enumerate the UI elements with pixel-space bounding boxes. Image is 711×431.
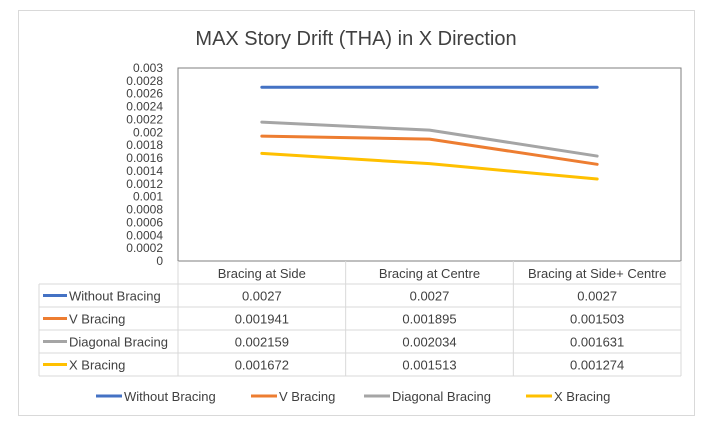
y-tick-label: 0	[156, 254, 163, 268]
chart-title: MAX Story Drift (THA) in X Direction	[195, 28, 516, 50]
plot-area	[177, 67, 682, 262]
table-cell-value: 0.0027	[410, 289, 450, 304]
series-line	[260, 120, 599, 158]
y-tick-label: 0.0028	[126, 74, 163, 88]
table-cell-value: 0.001895	[402, 312, 456, 327]
y-tick-label: 0.0018	[126, 138, 163, 152]
y-tick-label: 0.0002	[126, 241, 163, 255]
table-cell-value: 0.001503	[570, 312, 624, 327]
legend-label: Diagonal Bracing	[392, 389, 491, 404]
y-tick-label: 0.0016	[126, 151, 163, 165]
y-tick-label: 0.0024	[126, 100, 163, 114]
plot-border	[177, 67, 682, 262]
table-cell-value: 0.002034	[402, 335, 456, 350]
legend-label: X Bracing	[554, 389, 610, 404]
series-line	[260, 151, 599, 181]
y-tick-label: 0.003	[133, 61, 163, 75]
y-tick-label: 0.002	[133, 125, 163, 139]
y-tick-label: 0.001	[133, 190, 163, 204]
table-cell-value: 0.001513	[402, 358, 456, 373]
chart-frame: MAX Story Drift (THA) in X Direction 0 0.…	[18, 10, 695, 416]
y-tick-label: 0.0004	[126, 228, 163, 242]
legend-label: V Bracing	[279, 389, 335, 404]
table-cell-value: 0.0027	[242, 289, 282, 304]
x-category-label: Bracing at Side+ Centre	[528, 266, 666, 281]
y-tick-label: 0.0012	[126, 177, 163, 191]
table-cell-value: 0.001941	[235, 312, 289, 327]
legend: Without Bracing V Bracing Diagonal Bracing…	[96, 389, 610, 404]
table-row-name: V Bracing	[69, 312, 125, 327]
series-line	[260, 134, 599, 166]
y-tick-label: 0.0006	[126, 215, 163, 229]
series-lines	[260, 85, 599, 181]
x-category-label: Bracing at Centre	[379, 266, 480, 281]
table-row-name: X Bracing	[69, 358, 125, 373]
legend-label: Without Bracing	[124, 389, 216, 404]
y-tick-label: 0.0014	[126, 164, 163, 178]
x-category-label: Bracing at Side	[218, 266, 306, 281]
table-cell-value: 0.001631	[570, 335, 624, 350]
chart-svg: MAX Story Drift (THA) in X Direction 00.…	[38, 28, 682, 404]
table-row-name: Diagonal Bracing	[69, 335, 168, 350]
table-cell-value: 0.001672	[235, 358, 289, 373]
y-tick-label: 0.0022	[126, 112, 163, 126]
y-axis-ticks: 00.00020.00040.00060.00080.0010.00120.00…	[126, 61, 163, 268]
table-cell-value: 0.001274	[570, 358, 624, 373]
table-cell-value: 0.002159	[235, 335, 289, 350]
y-tick-label: 0.0026	[126, 87, 163, 101]
table-cell-value: 0.0027	[577, 289, 617, 304]
y-tick-label: 0.0008	[126, 203, 163, 217]
data-table: Bracing at Side Bracing at Centre Bracing …	[38, 261, 682, 377]
table-row-name: Without Bracing	[69, 289, 161, 304]
